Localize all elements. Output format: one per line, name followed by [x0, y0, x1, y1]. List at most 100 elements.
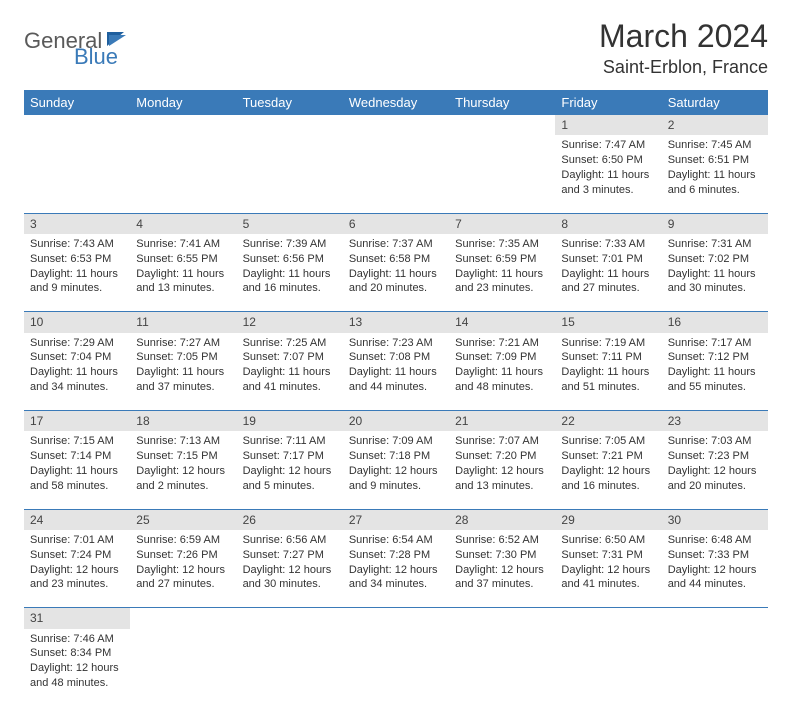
- daylight-text-2: and 23 minutes.: [30, 577, 124, 592]
- daylight-text: Daylight: 12 hours: [243, 563, 337, 578]
- day-number-cell: 9: [662, 213, 768, 234]
- day-detail-cell: Sunrise: 7:25 AMSunset: 7:07 PMDaylight:…: [237, 333, 343, 411]
- day-detail-cell: [343, 629, 449, 707]
- daylight-text-2: and 27 minutes.: [136, 577, 230, 592]
- daylight-text-2: and 41 minutes.: [243, 380, 337, 395]
- day-detail-cell: Sunrise: 6:48 AMSunset: 7:33 PMDaylight:…: [662, 530, 768, 608]
- sunset-text: Sunset: 7:31 PM: [561, 548, 655, 563]
- detail-row: Sunrise: 7:47 AMSunset: 6:50 PMDaylight:…: [24, 135, 768, 213]
- sunrise-text: Sunrise: 7:41 AM: [136, 237, 230, 252]
- sunrise-text: Sunrise: 7:11 AM: [243, 434, 337, 449]
- sunset-text: Sunset: 7:07 PM: [243, 350, 337, 365]
- sunrise-text: Sunrise: 7:47 AM: [561, 138, 655, 153]
- sunset-text: Sunset: 6:51 PM: [668, 153, 762, 168]
- day-number-cell: [343, 608, 449, 629]
- day-number-cell: 30: [662, 509, 768, 530]
- day-number-cell: 13: [343, 312, 449, 333]
- sunrise-text: Sunrise: 7:27 AM: [136, 336, 230, 351]
- day-detail-cell: Sunrise: 7:19 AMSunset: 7:11 PMDaylight:…: [555, 333, 661, 411]
- daylight-text: Daylight: 12 hours: [349, 563, 443, 578]
- daylight-text-2: and 2 minutes.: [136, 479, 230, 494]
- day-number-cell: [555, 608, 661, 629]
- day-number-cell: 16: [662, 312, 768, 333]
- title-block: March 2024 Saint-Erblon, France: [599, 18, 768, 78]
- page-header: General March 2024 Saint-Erblon, France: [24, 18, 768, 78]
- day-number-cell: [237, 115, 343, 135]
- sunset-text: Sunset: 7:30 PM: [455, 548, 549, 563]
- day-detail-cell: [343, 135, 449, 213]
- daylight-text: Daylight: 11 hours: [349, 267, 443, 282]
- day-number-cell: 5: [237, 213, 343, 234]
- day-number-cell: 24: [24, 509, 130, 530]
- day-detail-cell: Sunrise: 7:21 AMSunset: 7:09 PMDaylight:…: [449, 333, 555, 411]
- day-number-cell: 29: [555, 509, 661, 530]
- sunset-text: Sunset: 6:56 PM: [243, 252, 337, 267]
- sunrise-text: Sunrise: 6:50 AM: [561, 533, 655, 548]
- daylight-text: Daylight: 11 hours: [561, 365, 655, 380]
- day-number-cell: 25: [130, 509, 236, 530]
- sunset-text: Sunset: 7:23 PM: [668, 449, 762, 464]
- day-detail-cell: Sunrise: 7:27 AMSunset: 7:05 PMDaylight:…: [130, 333, 236, 411]
- detail-row: Sunrise: 7:43 AMSunset: 6:53 PMDaylight:…: [24, 234, 768, 312]
- daylight-text: Daylight: 12 hours: [455, 563, 549, 578]
- daylight-text: Daylight: 11 hours: [30, 267, 124, 282]
- sunset-text: Sunset: 7:12 PM: [668, 350, 762, 365]
- day-number-cell: 27: [343, 509, 449, 530]
- daynum-row: 3456789: [24, 213, 768, 234]
- day-detail-cell: Sunrise: 6:59 AMSunset: 7:26 PMDaylight:…: [130, 530, 236, 608]
- sunset-text: Sunset: 7:20 PM: [455, 449, 549, 464]
- daylight-text-2: and 23 minutes.: [455, 281, 549, 296]
- day-number-cell: 7: [449, 213, 555, 234]
- sunrise-text: Sunrise: 6:56 AM: [243, 533, 337, 548]
- sunrise-text: Sunrise: 7:23 AM: [349, 336, 443, 351]
- sunrise-text: Sunrise: 7:25 AM: [243, 336, 337, 351]
- day-detail-cell: Sunrise: 7:33 AMSunset: 7:01 PMDaylight:…: [555, 234, 661, 312]
- day-number-cell: 1: [555, 115, 661, 135]
- month-title: March 2024: [599, 18, 768, 55]
- day-detail-cell: Sunrise: 7:39 AMSunset: 6:56 PMDaylight:…: [237, 234, 343, 312]
- day-detail-cell: Sunrise: 7:09 AMSunset: 7:18 PMDaylight:…: [343, 431, 449, 509]
- day-number-cell: [449, 608, 555, 629]
- day-detail-cell: Sunrise: 7:47 AMSunset: 6:50 PMDaylight:…: [555, 135, 661, 213]
- day-detail-cell: [555, 629, 661, 707]
- brand-part2: Blue: [74, 44, 118, 70]
- day-number-cell: 20: [343, 411, 449, 432]
- daylight-text: Daylight: 11 hours: [136, 267, 230, 282]
- day-detail-cell: Sunrise: 7:45 AMSunset: 6:51 PMDaylight:…: [662, 135, 768, 213]
- daylight-text-2: and 20 minutes.: [349, 281, 443, 296]
- day-detail-cell: Sunrise: 7:41 AMSunset: 6:55 PMDaylight:…: [130, 234, 236, 312]
- sunrise-text: Sunrise: 7:33 AM: [561, 237, 655, 252]
- weekday-header: Saturday: [662, 90, 768, 115]
- calendar-body: 12Sunrise: 7:47 AMSunset: 6:50 PMDayligh…: [24, 115, 768, 707]
- location-label: Saint-Erblon, France: [599, 57, 768, 78]
- day-detail-cell: [449, 135, 555, 213]
- day-number-cell: 2: [662, 115, 768, 135]
- weekday-header: Thursday: [449, 90, 555, 115]
- sunrise-text: Sunrise: 7:29 AM: [30, 336, 124, 351]
- day-detail-cell: Sunrise: 7:29 AMSunset: 7:04 PMDaylight:…: [24, 333, 130, 411]
- day-detail-cell: Sunrise: 7:13 AMSunset: 7:15 PMDaylight:…: [130, 431, 236, 509]
- daylight-text: Daylight: 11 hours: [668, 168, 762, 183]
- weekday-header-row: Sunday Monday Tuesday Wednesday Thursday…: [24, 90, 768, 115]
- sunrise-text: Sunrise: 7:39 AM: [243, 237, 337, 252]
- daylight-text-2: and 6 minutes.: [668, 183, 762, 198]
- daylight-text: Daylight: 12 hours: [30, 563, 124, 578]
- daylight-text-2: and 13 minutes.: [136, 281, 230, 296]
- sunset-text: Sunset: 7:11 PM: [561, 350, 655, 365]
- daylight-text: Daylight: 11 hours: [30, 464, 124, 479]
- daynum-row: 31: [24, 608, 768, 629]
- sunset-text: Sunset: 7:17 PM: [243, 449, 337, 464]
- daylight-text-2: and 9 minutes.: [349, 479, 443, 494]
- day-detail-cell: Sunrise: 6:56 AMSunset: 7:27 PMDaylight:…: [237, 530, 343, 608]
- day-number-cell: 6: [343, 213, 449, 234]
- day-detail-cell: Sunrise: 7:01 AMSunset: 7:24 PMDaylight:…: [24, 530, 130, 608]
- day-number-cell: 3: [24, 213, 130, 234]
- daylight-text: Daylight: 12 hours: [243, 464, 337, 479]
- day-number-cell: [24, 115, 130, 135]
- daylight-text-2: and 5 minutes.: [243, 479, 337, 494]
- daylight-text: Daylight: 11 hours: [668, 267, 762, 282]
- weekday-header: Tuesday: [237, 90, 343, 115]
- daylight-text: Daylight: 11 hours: [455, 365, 549, 380]
- daylight-text-2: and 44 minutes.: [668, 577, 762, 592]
- day-number-cell: 17: [24, 411, 130, 432]
